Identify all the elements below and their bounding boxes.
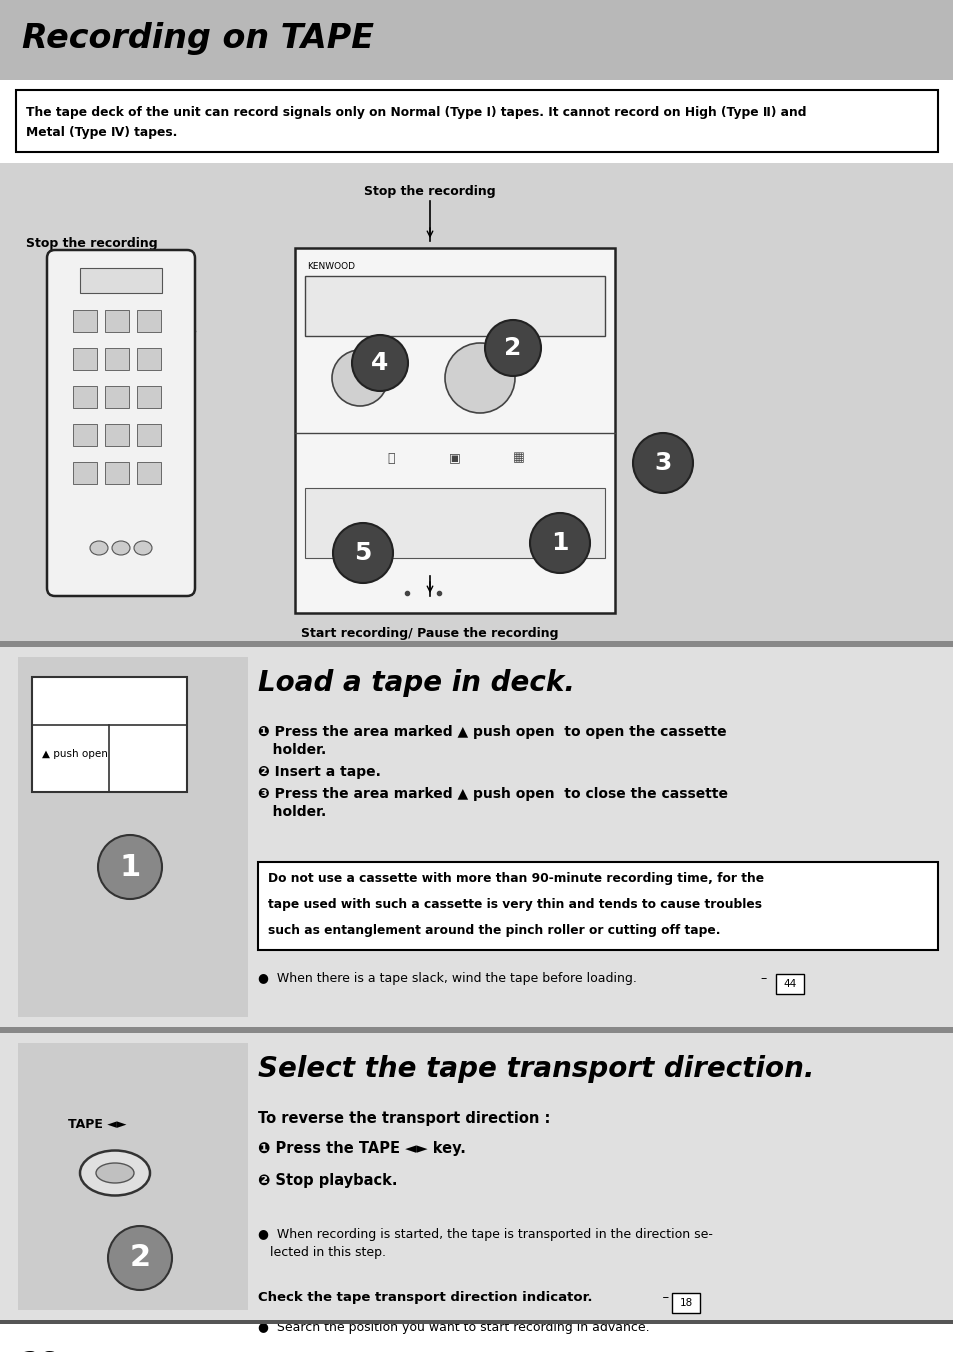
Bar [0, 641, 953, 648]
Bar [305, 276, 604, 337]
Text: ●  Search the position you want to start recording in advance.: ● Search the position you want to start … [257, 1321, 649, 1334]
Text: Do not use a cassette with more than 90-minute recording time, for the: Do not use a cassette with more than 90-… [268, 872, 763, 886]
Text: ●  When there is a tape slack, wind the tape before loading.: ● When there is a tape slack, wind the t… [257, 972, 637, 986]
Ellipse shape [90, 541, 108, 556]
Bar [105, 462, 129, 484]
Bar [137, 462, 161, 484]
Bar [671, 1293, 700, 1313]
Text: 4: 4 [371, 352, 388, 375]
Bar [73, 347, 97, 370]
Ellipse shape [133, 541, 152, 556]
Bar [775, 973, 803, 994]
Text: ❷ Insert a tape.: ❷ Insert a tape. [257, 765, 380, 779]
Text: ▲ push open: ▲ push open [42, 749, 108, 758]
Bar [18, 657, 248, 1017]
Bar [18, 1042, 248, 1310]
Bar [73, 387, 97, 408]
Text: –: – [752, 972, 766, 986]
Bar [80, 268, 162, 293]
Circle shape [352, 335, 408, 391]
Text: 1: 1 [551, 531, 568, 556]
Text: ❷ Stop playback.: ❷ Stop playback. [257, 1174, 397, 1188]
Bar [137, 310, 161, 333]
Text: Select the tape transport direction.: Select the tape transport direction. [257, 1055, 814, 1083]
Text: 18: 18 [679, 1298, 692, 1307]
Text: lected in this step.: lected in this step. [257, 1247, 386, 1259]
Text: holder.: holder. [257, 744, 326, 757]
Text: 1: 1 [119, 853, 140, 882]
Text: –: – [654, 1291, 668, 1303]
Text: To reverse the transport direction :: To reverse the transport direction : [257, 1111, 550, 1126]
Text: Metal (Type Ⅳ) tapes.: Metal (Type Ⅳ) tapes. [26, 126, 177, 139]
Circle shape [332, 350, 388, 406]
Bar [16, 91, 937, 151]
Text: ❶ Press the area marked ▲ push open  to open the cassette: ❶ Press the area marked ▲ push open to o… [257, 725, 726, 740]
Text: 44: 44 [782, 979, 796, 990]
Text: The tape deck of the unit can record signals only on Normal (Type Ⅰ) tapes. It c: The tape deck of the unit can record sig… [26, 105, 805, 119]
Circle shape [633, 433, 692, 493]
Text: Stop the recording: Stop the recording [26, 237, 157, 250]
Text: Recording on TAPE: Recording on TAPE [22, 22, 374, 55]
Text: ●  When recording is started, the tape is transported in the direction se-: ● When recording is started, the tape is… [257, 1228, 712, 1241]
Bar [137, 347, 161, 370]
Text: 5: 5 [354, 541, 372, 565]
Bar [73, 425, 97, 446]
Text: tape used with such a cassette is very thin and tends to cause troubles: tape used with such a cassette is very t… [268, 898, 761, 911]
Circle shape [108, 1226, 172, 1290]
Text: 2: 2 [130, 1244, 151, 1272]
Bar [137, 387, 161, 408]
Bar [0, 1028, 953, 1033]
Bar [137, 425, 161, 446]
Bar [105, 387, 129, 408]
Text: 卍: 卍 [387, 452, 395, 465]
Text: 3: 3 [654, 452, 671, 475]
Text: such as entanglement around the pinch roller or cutting off tape.: such as entanglement around the pinch ro… [268, 923, 720, 937]
Text: ▦: ▦ [513, 452, 524, 465]
Text: holder.: holder. [257, 804, 326, 819]
Bar [105, 347, 129, 370]
FancyBboxPatch shape [47, 250, 194, 596]
Bar [305, 488, 604, 558]
Bar [0, 164, 953, 641]
Bar [294, 247, 615, 612]
Text: Check the tape transport direction indicator.: Check the tape transport direction indic… [257, 1291, 592, 1303]
Text: TAPE ◄►: TAPE ◄► [68, 1118, 127, 1132]
Ellipse shape [112, 541, 130, 556]
Circle shape [444, 343, 515, 412]
Text: ❶ Press the TAPE ◄► key.: ❶ Press the TAPE ◄► key. [257, 1141, 465, 1156]
Ellipse shape [80, 1151, 150, 1195]
Text: ❸ Press the area marked ▲ push open  to close the cassette: ❸ Press the area marked ▲ push open to c… [257, 787, 727, 800]
Circle shape [530, 512, 589, 573]
Text: Start recording/ Pause the recording: Start recording/ Pause the recording [301, 627, 558, 639]
Bar [73, 310, 97, 333]
Bar [73, 462, 97, 484]
Text: 26: 26 [22, 1351, 56, 1352]
Bar [0, 1320, 953, 1324]
Circle shape [98, 836, 162, 899]
Text: KENWOOD: KENWOOD [307, 262, 355, 270]
Bar [32, 677, 187, 792]
Text: ▣: ▣ [449, 452, 460, 465]
Bar [257, 863, 937, 950]
Text: Stop the recording: Stop the recording [364, 185, 496, 197]
Text: 2: 2 [504, 337, 521, 360]
Ellipse shape [96, 1163, 133, 1183]
Bar [105, 425, 129, 446]
Bar [105, 310, 129, 333]
Text: Load a tape in deck.: Load a tape in deck. [257, 669, 575, 698]
Bar [0, 0, 953, 80]
Circle shape [333, 523, 393, 583]
Bar [0, 1033, 953, 1320]
Circle shape [484, 320, 540, 376]
Bar [0, 648, 953, 1028]
